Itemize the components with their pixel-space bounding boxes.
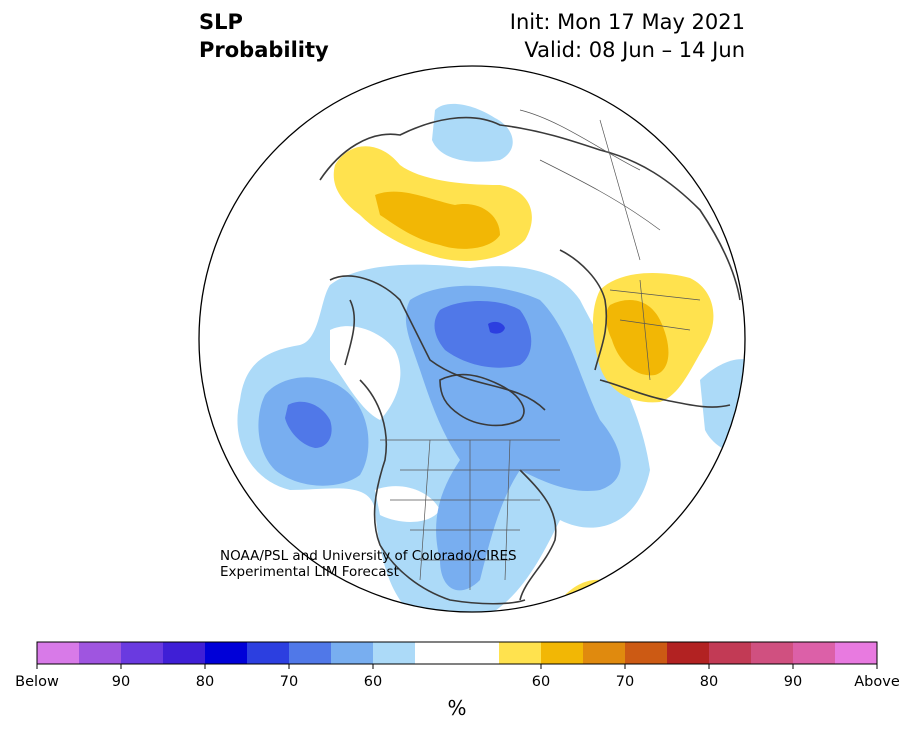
colorbar-cell (121, 642, 163, 664)
credit-line-2: Experimental LIM Forecast (220, 564, 399, 580)
colorbar-cell (37, 642, 79, 664)
colorbar-tick-label: 80 (699, 674, 719, 690)
globe-outline (198, 65, 746, 613)
colorbar-tick-label: 90 (783, 674, 803, 690)
colorbar-cell (415, 642, 499, 664)
colorbar-cell (163, 642, 205, 664)
forecast-dates: Init: Mon 17 May 2021 Valid: 08 Jun – 14… (510, 8, 745, 64)
neutral-gap-2 (375, 486, 440, 522)
colorbar-tick-label: 60 (531, 674, 551, 690)
colorbar-tick-label: Above (854, 674, 900, 690)
colorbar-tick-label: 70 (279, 674, 299, 690)
colorbar-cell (751, 642, 793, 664)
below-normal-60-east (700, 359, 745, 454)
colorbar-cell (289, 642, 331, 664)
neutral-gap-1 (330, 326, 401, 420)
valid-range: Valid: 08 Jun – 14 Jun (524, 38, 745, 62)
init-date: Init: Mon 17 May 2021 (509, 10, 745, 34)
credit-line-1: NOAA/PSL and University of Colorado/CIRE… (220, 548, 517, 564)
map-title: SLP Probability (199, 8, 329, 64)
probability-shading (237, 103, 745, 612)
colorbar-cell (79, 642, 121, 664)
title-variable: SLP (199, 10, 243, 34)
title-type: Probability (199, 38, 329, 62)
colorbar-cell (247, 642, 289, 664)
colorbar-cell (835, 642, 877, 664)
colorbar-cell (499, 642, 541, 664)
colorbar-tick-label: 90 (111, 674, 131, 690)
colorbar-ticks (36, 664, 878, 669)
colorbar-frame (36, 641, 878, 665)
colorbar-cell (709, 642, 751, 664)
colorbar-unit: % (447, 696, 467, 720)
coastlines (319, 116, 741, 605)
above-normal-65-siberia (375, 191, 500, 249)
colorbar-tick-label: 60 (363, 674, 383, 690)
colorbar-cell (793, 642, 835, 664)
below-normal-65-region (405, 285, 621, 591)
colorbar-cell (583, 642, 625, 664)
below-normal-80-core (488, 321, 505, 334)
colorbar-tick-label: 80 (195, 674, 215, 690)
above-normal-65-europe (606, 300, 669, 376)
below-normal-70-arctic (434, 301, 532, 368)
polar-map (198, 65, 746, 613)
colorbar-cell (541, 642, 583, 664)
colorbar-cells (37, 642, 877, 664)
colorbar-tick-label: Below (15, 674, 59, 690)
colorbar-tick-label: 70 (615, 674, 635, 690)
colorbar-cell (205, 642, 247, 664)
political-borders (380, 109, 701, 590)
credit-text: NOAA/PSL and University of Colorado/CIRE… (220, 548, 517, 580)
colorbar-cell (625, 642, 667, 664)
colorbar-cell (667, 642, 709, 664)
below-normal-70-pacific (285, 401, 332, 448)
colorbar-cell (373, 642, 415, 664)
colorbar-cell (331, 642, 373, 664)
